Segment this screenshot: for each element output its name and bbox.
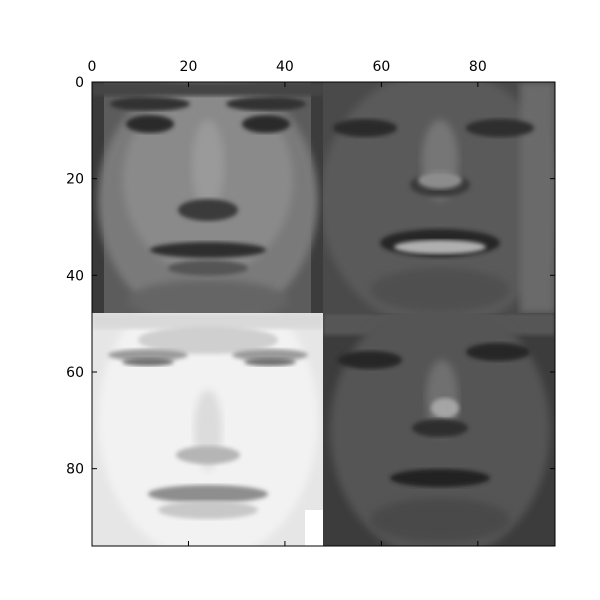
plot-frame bbox=[91, 81, 556, 547]
y-tick-label: 20 bbox=[66, 172, 84, 188]
x-tick-label: 80 bbox=[469, 59, 487, 75]
face-top-left bbox=[92, 82, 323, 313]
face-bottom-left bbox=[92, 313, 323, 546]
x-tick-label: 20 bbox=[180, 59, 198, 75]
x-tick-label: 40 bbox=[276, 59, 294, 75]
x-tick-label: 0 bbox=[88, 59, 97, 75]
y-tick-label: 40 bbox=[66, 268, 84, 284]
face-bottom-right bbox=[323, 313, 555, 546]
y-tick-label: 80 bbox=[66, 462, 84, 478]
y-tick-label: 0 bbox=[75, 75, 84, 91]
x-tick-label: 60 bbox=[372, 59, 390, 75]
axes: 0 20 40 60 80 0 20 40 60 80 bbox=[66, 59, 556, 547]
y-tick-label: 60 bbox=[66, 365, 84, 381]
face-top-right bbox=[323, 82, 555, 313]
